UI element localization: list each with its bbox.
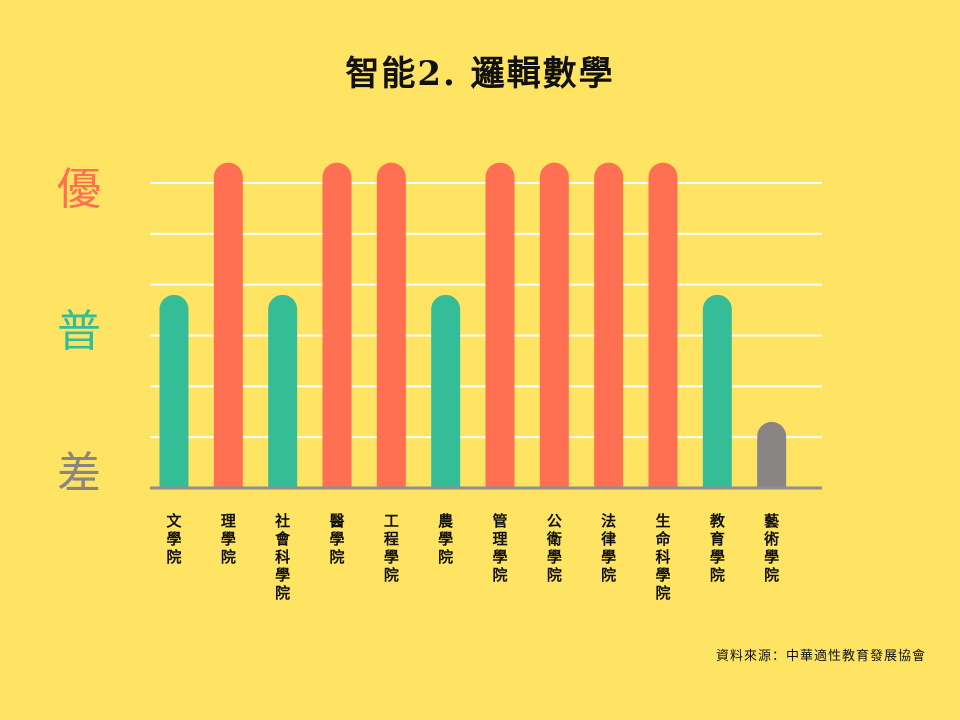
bar-法律學院 <box>594 162 624 488</box>
category-label-農學院: 農學院 <box>438 512 453 566</box>
y-level-label-普: 普 <box>57 306 101 357</box>
bar-管理學院 <box>485 162 515 488</box>
category-label-文學院: 文學院 <box>166 512 182 566</box>
bar-社會科學院 <box>268 294 298 488</box>
category-label-工程學院: 工程學院 <box>384 512 399 584</box>
category-label-理學院: 理學院 <box>221 512 236 566</box>
category-label-藝術學院: 藝術學院 <box>763 512 779 584</box>
bar-公衛學院 <box>539 162 569 488</box>
bar-工程學院 <box>376 162 406 488</box>
y-level-label-差: 差 <box>57 448 101 499</box>
category-label-管理學院: 管理學院 <box>492 512 507 584</box>
bar-生命科學院 <box>648 162 678 488</box>
bar-文學院 <box>159 294 189 488</box>
y-level-label-優: 優 <box>57 164 101 215</box>
bar-理學院 <box>213 162 243 488</box>
category-label-教育學院: 教育學院 <box>709 512 726 584</box>
bar-藝術學院 <box>757 421 787 488</box>
bar-醫學院 <box>322 162 352 488</box>
category-label-醫學院: 醫學院 <box>329 512 344 566</box>
category-label-社會科學院: 社會科學院 <box>274 512 291 602</box>
bar-農學院 <box>431 294 461 488</box>
category-label-法律學院: 法律學院 <box>600 512 616 584</box>
bar-教育學院 <box>702 294 732 488</box>
source-note: 資料來源：中華適性教育發展協會 <box>715 649 926 664</box>
chart-title: 智能2. 邏輯數學 <box>345 54 615 94</box>
category-label-生命科學院: 生命科學院 <box>654 512 671 602</box>
category-label-公衛學院: 公衛學院 <box>546 512 562 584</box>
